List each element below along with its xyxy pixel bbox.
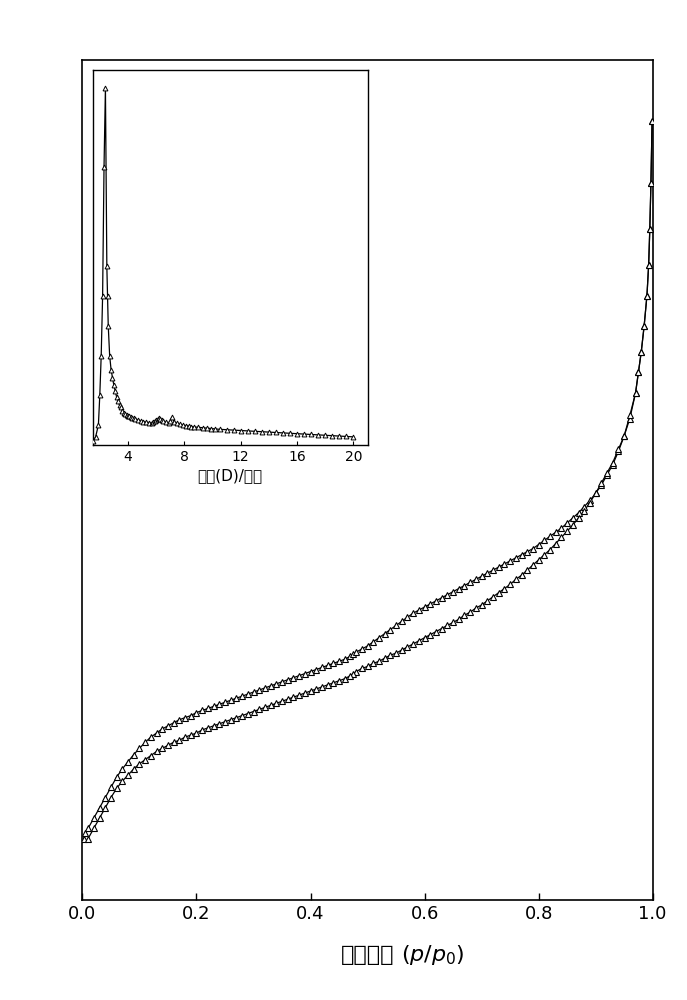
Text: 相对压力: 相对压力 — [341, 945, 394, 965]
Text: $(p/p_0)$: $(p/p_0)$ — [401, 943, 464, 967]
X-axis label: 直径(D)/纳米: 直径(D)/纳米 — [198, 468, 262, 483]
